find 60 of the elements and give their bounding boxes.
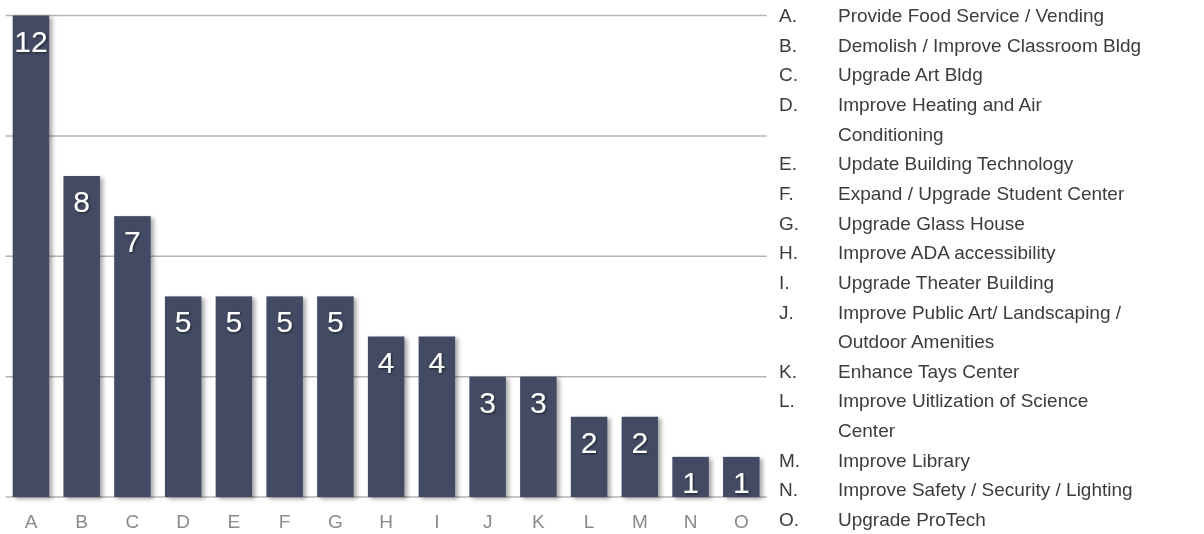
x-tick-label: D xyxy=(176,511,191,532)
text: A. Provide Food Service / Vending xyxy=(779,5,1105,26)
bar xyxy=(266,296,303,497)
x-tick-label: G xyxy=(328,511,343,532)
bar xyxy=(723,456,760,497)
text: C. Upgrade Art Bldg xyxy=(779,64,983,86)
x-tick-label: K xyxy=(532,511,546,532)
text: G. Upgrade Glass House xyxy=(779,212,1025,234)
data-label: 3 xyxy=(530,385,547,419)
data-label: 5 xyxy=(327,305,344,339)
bar xyxy=(570,416,608,497)
x-tick-label: A xyxy=(24,511,38,532)
bar xyxy=(114,216,151,497)
x-tick-label: L xyxy=(583,511,595,532)
text: I. Upgrade Theater Building xyxy=(779,271,1055,293)
text: N. Improve Safety / Security / Lighting xyxy=(779,479,1133,501)
bar xyxy=(215,296,253,497)
text: F. Expand / Upgrade Student Center xyxy=(779,182,1125,204)
x-tick-label: I xyxy=(434,511,440,532)
text: J. Improve Public Art/ Landscaping / Outdoor Amenities xyxy=(779,301,1122,353)
x-tick-label: M xyxy=(631,511,648,532)
bar xyxy=(63,176,100,497)
data-label: 5 xyxy=(174,305,192,339)
text: M. Improve Library xyxy=(779,449,970,471)
x-tick-label: N xyxy=(683,511,698,532)
data-label: 7 xyxy=(124,225,141,259)
data-label: 4 xyxy=(428,345,446,379)
bar xyxy=(12,15,50,497)
text: K. Enhance Tays Center xyxy=(779,360,1020,382)
text: E. Update Building Technology xyxy=(779,153,1074,175)
text: B. Demolish / Improve Classroom Bldg xyxy=(779,34,1142,56)
data-label: 4 xyxy=(377,345,395,379)
bar xyxy=(317,296,354,497)
x-tick-label: B xyxy=(75,511,89,532)
data-label: 1 xyxy=(682,465,699,499)
text: L. Improve Uitlization of Science Center xyxy=(779,390,1089,442)
x-tick-label: F xyxy=(278,511,291,532)
text: O. Upgrade ProTech xyxy=(779,509,986,531)
data-label: 5 xyxy=(225,305,243,339)
bar xyxy=(418,336,456,497)
text: H. Improve ADA accessibility xyxy=(779,242,1056,264)
data-label: 2 xyxy=(631,425,649,459)
bar xyxy=(469,376,506,497)
data-label: 12 xyxy=(14,24,48,58)
bar xyxy=(621,416,659,497)
x-tick-label: C xyxy=(125,511,140,532)
x-tick-label: J xyxy=(482,511,493,532)
bar xyxy=(367,336,405,497)
text: D. Improve Heating and Air Conditioning xyxy=(779,93,1042,145)
data-label: 2 xyxy=(580,425,598,459)
bar xyxy=(164,296,202,497)
bar xyxy=(520,376,557,497)
data-label: 5 xyxy=(276,305,294,339)
x-tick-label: H xyxy=(379,511,394,532)
bar xyxy=(672,456,709,497)
x-tick-label: E xyxy=(227,511,241,532)
data-label: 3 xyxy=(479,385,496,419)
data-label: 8 xyxy=(73,185,91,218)
x-tick-label: O xyxy=(733,511,749,532)
data-label: 1 xyxy=(732,465,750,499)
